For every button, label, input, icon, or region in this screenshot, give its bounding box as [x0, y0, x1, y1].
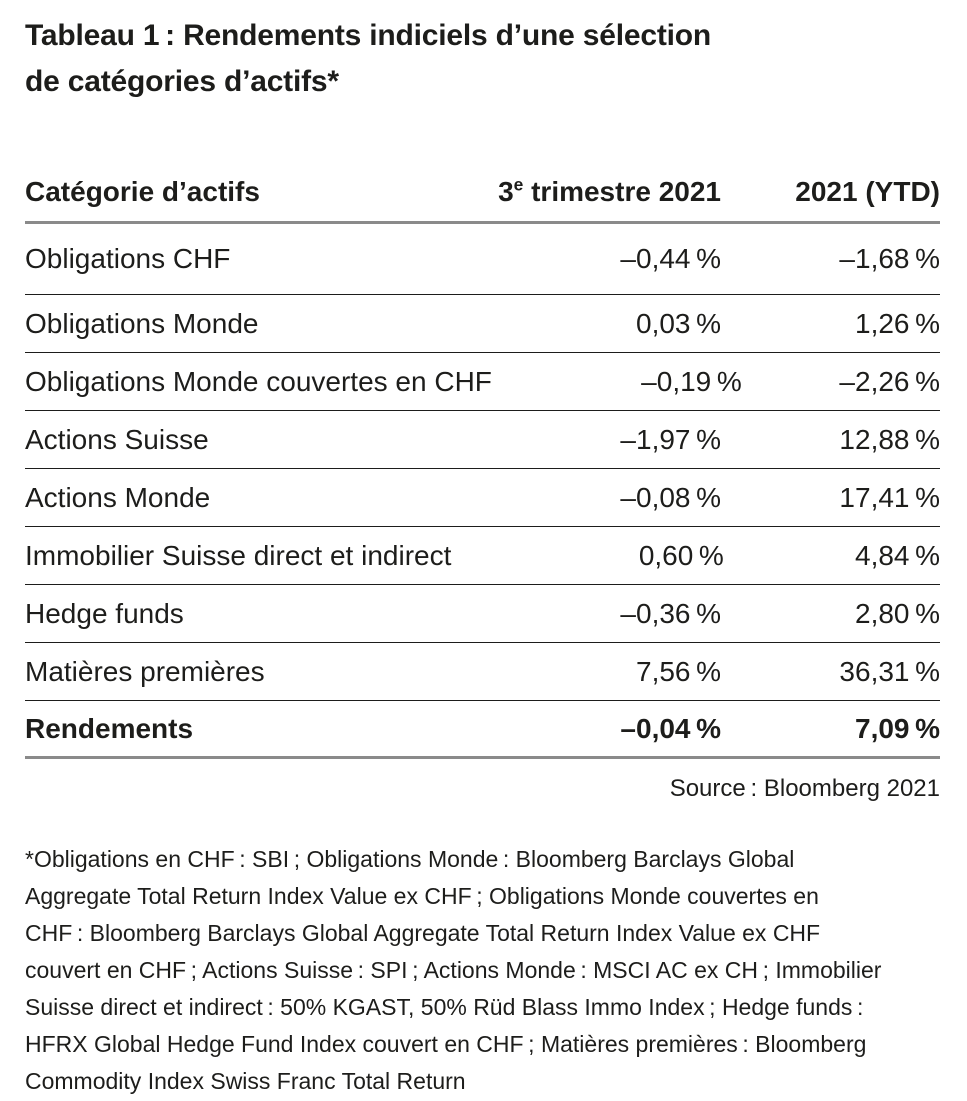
footnote-line: CHF : Bloomberg Barclays Global Aggregat… [25, 920, 821, 946]
table-title: Tableau 1 : Rendements indiciels d’une s… [25, 13, 940, 105]
header-q3-2021: 3e trimestre 2021 [445, 175, 721, 209]
footnote-line: couvert en CHF ; Actions Suisse : SPI ; … [25, 957, 882, 983]
footnote-line: Suisse direct et indirect : 50% KGAST, 5… [25, 994, 864, 1020]
row-label: Immobilier Suisse direct et indirect [25, 539, 452, 571]
header-q3-rest: trimestre 2021 [523, 176, 721, 207]
table-row: Actions Monde –0,08 % 17,41 % [25, 469, 940, 527]
row-q3-value: 0,60 % [638, 539, 724, 571]
row-label: Obligations Monde [25, 307, 259, 339]
row-ytd-value: 4,84 % [855, 539, 940, 571]
header-q3-superscript: e [513, 174, 524, 195]
row-label: Obligations Monde couvertes en CHF [25, 365, 492, 397]
table-title-line1: Tableau 1 : Rendements indiciels d’une s… [25, 19, 712, 52]
table-total-row: Rendements –0,04 % 7,09 % [25, 701, 940, 759]
row-q3-value: –0,19 % [641, 365, 742, 397]
footnote-line: Commodity Index Swiss Franc Total Return [25, 1068, 466, 1094]
row-q3-value: –0,08 % [620, 481, 721, 513]
row-label: Obligations CHF [25, 243, 231, 274]
source-attribution: Source : Bloomberg 2021 [669, 775, 940, 802]
row-ytd-value: 12,88 % [839, 423, 940, 455]
row-label: Matières premières [25, 655, 265, 687]
row-label: Hedge funds [25, 597, 184, 629]
header-category: Catégorie d’actifs [25, 176, 260, 207]
table-header-row: Catégorie d’actifs 3e trimestre 2021 202… [25, 175, 940, 224]
footnote: *Obligations en CHF : SBI ; Obligations … [25, 841, 940, 1100]
total-row-q3-value: –0,04 % [620, 712, 721, 744]
header-q3-base: 3 [498, 176, 514, 207]
row-label: Actions Suisse [25, 423, 209, 455]
total-row-label: Rendements [25, 712, 194, 744]
row-ytd-value: 36,31 % [839, 655, 940, 687]
table-row: Obligations Monde couvertes en CHF –0,19… [25, 353, 940, 411]
row-label: Actions Monde [25, 481, 211, 513]
table-row: Matières premières 7,56 % 36,31 % [25, 643, 940, 701]
table-row: Immobilier Suisse direct et indirect 0,6… [25, 527, 940, 585]
row-q3-value: –1,97 % [620, 423, 721, 455]
table-row: Hedge funds –0,36 % 2,80 % [25, 585, 940, 643]
row-q3-value: –0,44 % [620, 243, 721, 274]
row-ytd-value: –1,68 % [839, 243, 940, 274]
header-ytd: 2021 (YTD) [795, 176, 940, 207]
row-ytd-value: 2,80 % [855, 597, 940, 629]
row-ytd-value: 1,26 % [855, 307, 940, 339]
table-row: Obligations Monde 0,03 % 1,26 % [25, 295, 940, 353]
table-row: Actions Suisse –1,97 % 12,88 % [25, 411, 940, 469]
row-ytd-value: 17,41 % [839, 481, 940, 513]
row-q3-value: 0,03 % [636, 307, 721, 339]
footnote-line: *Obligations en CHF : SBI ; Obligations … [25, 846, 795, 872]
row-q3-value: –0,36 % [620, 597, 721, 629]
footnote-line: HFRX Global Hedge Fund Index couvert en … [25, 1031, 867, 1057]
footnote-line: Aggregate Total Return Index Value ex CH… [25, 883, 819, 909]
table-row: Obligations CHF –0,44 % –1,68 % [25, 224, 940, 295]
total-row-ytd-value: 7,09 % [855, 712, 940, 744]
row-q3-value: 7,56 % [636, 655, 721, 687]
row-ytd-value: –2,26 % [839, 365, 940, 397]
table-title-line2: de catégories d’actifs* [25, 65, 339, 98]
